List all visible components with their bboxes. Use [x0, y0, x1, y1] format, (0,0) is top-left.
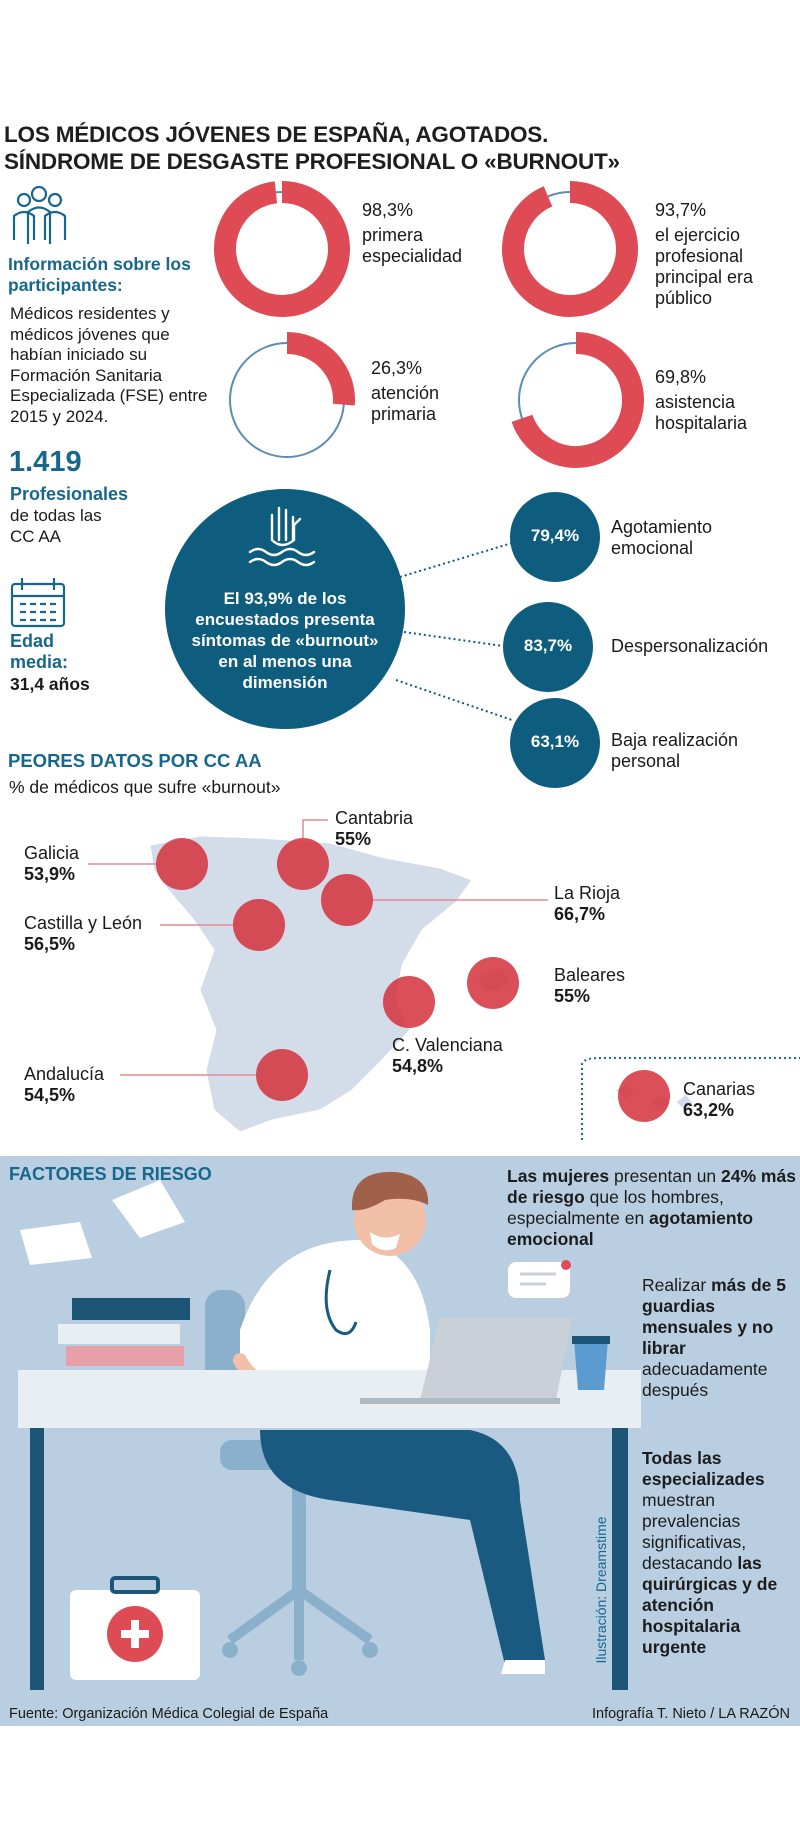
risk-title: FACTORES DE RIESGO [9, 1164, 212, 1184]
region-name: Castilla y León [24, 913, 143, 933]
region-value: 63,2% [683, 1100, 735, 1120]
dimension-name: Baja realización personal [611, 730, 739, 771]
region-marker [467, 957, 519, 1009]
region-name: La Rioja [554, 883, 621, 903]
region-value: 54,5% [24, 1085, 76, 1105]
region-marker [321, 874, 373, 926]
region-marker [156, 838, 208, 890]
participants-heading: Información sobre los participantes: [8, 254, 191, 295]
regions-title: PEORES DATOS POR CC AA [8, 750, 262, 771]
connector-lines [395, 542, 513, 721]
participants-description: Médicos residentes y médicos jóvenes que… [10, 304, 208, 426]
dimension-circle [510, 698, 600, 788]
region-value: 66,7% [554, 904, 606, 924]
region-marker [256, 1049, 308, 1101]
title-line: LOS MÉDICOS JÓVENES DE ESPAÑA, AGOTADOS. [4, 122, 549, 147]
count-detail: de todas las CC AA [10, 506, 102, 546]
region-marker [618, 1070, 670, 1122]
region-name: Canarias [683, 1079, 756, 1099]
donut-arc [286, 332, 355, 406]
risk-text: más de 5 guardias mensuales y no librar [642, 1275, 786, 1358]
dimension-circle [510, 492, 600, 582]
donut-arc [502, 181, 638, 317]
region-value: 54,8% [392, 1056, 444, 1076]
risk-text: Las mujeres [507, 1166, 610, 1186]
region-marker [383, 976, 435, 1028]
illustration [18, 1171, 641, 1690]
risk-text: que los hombres, especialmente en [507, 1187, 724, 1228]
title-line: SÍNDROME DE DESGASTE PROFESIONAL O «BURN… [4, 149, 620, 174]
donut-text: atención primaria [371, 383, 440, 424]
dimension-name: Agotamiento emocional [611, 517, 713, 558]
region-name: Galicia [24, 843, 80, 863]
burnout-summary: El 93,9% de los encuestados presenta sín… [191, 589, 379, 692]
illustration-credit: Ilustración: Dreamstime [593, 1516, 609, 1664]
footer-credit: Infografía T. Nieto / LA RAZÓN [592, 1706, 790, 1722]
risk-text: Todas las especializades [642, 1448, 765, 1489]
participants-count: 1.419 [9, 446, 82, 478]
donut-value: 93,7% [655, 200, 707, 220]
donut-text: primera especialidad [362, 225, 463, 266]
region-value: 55% [335, 829, 372, 849]
region-value: 53,9% [24, 864, 76, 884]
risk-text: adecuadamente después [642, 1359, 768, 1400]
risk-factor: Todas las especializades muestran preval… [642, 1448, 797, 1658]
dimension-value: 63,1% [530, 732, 580, 751]
dimension-circle [503, 602, 593, 692]
dimension-name: Despersonalización [611, 636, 769, 656]
risk-text: agotamiento emocional [507, 1208, 754, 1249]
inset-frame [581, 1057, 800, 1140]
risk-factor: Realizar más de 5 guardias mensuales y n… [642, 1275, 797, 1401]
region-name: Baleares [554, 965, 626, 985]
dimension-value: 79,4% [530, 526, 580, 545]
donut-value: 26,3% [371, 358, 423, 378]
risk-text: las quirúrgicas y de atención hospitalar… [642, 1553, 778, 1657]
regions-subtitle: % de médicos que sufre «burnout» [9, 777, 281, 797]
region-marker [277, 838, 329, 890]
calendar-icon [10, 578, 66, 628]
count-label: Profesionales [10, 484, 129, 504]
region-name: Andalucía [24, 1064, 105, 1084]
region-name: C. Valenciana [392, 1035, 503, 1055]
footer-source: Fuente: Organización Médica Colegial de … [9, 1706, 329, 1722]
risk-text: Realizar [642, 1275, 712, 1295]
risk-factor: Las mujeres presentan un 24% más de ries… [507, 1166, 797, 1250]
donut-value: 98,3% [362, 200, 414, 220]
age-label: Edad media: [10, 631, 69, 672]
region-value: 55% [554, 986, 591, 1006]
risk-text: muestran prevalencias significativas, de… [642, 1490, 747, 1573]
donut-arc [511, 332, 644, 468]
region-name: Cantabria [335, 808, 414, 828]
donut-text: asistencia hospitalaria [655, 392, 748, 433]
hand-icon [248, 506, 316, 567]
region-leader [302, 819, 328, 838]
dimension-value: 83,7% [523, 636, 573, 655]
age-value: 31,4 años [10, 674, 90, 694]
region-marker [233, 899, 285, 951]
people-icon [12, 185, 67, 244]
risk-text: presentan un [609, 1166, 722, 1186]
summary-circle [165, 489, 405, 729]
donut-text: el ejercicio profesional principal era p… [655, 225, 754, 308]
donut-value: 69,8% [655, 367, 707, 387]
region-value: 56,5% [24, 934, 76, 954]
donut-arc [214, 181, 350, 317]
risk-text: 24% más de riesgo [507, 1166, 796, 1207]
